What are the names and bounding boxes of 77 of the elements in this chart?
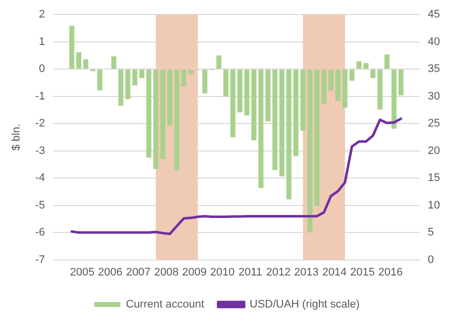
bar <box>139 70 144 78</box>
bar <box>146 70 152 158</box>
bar <box>181 70 186 87</box>
y2-tick-label: 40 <box>428 36 440 48</box>
bar <box>230 70 236 138</box>
bar <box>300 70 306 131</box>
bar <box>384 54 390 69</box>
x-tick-label: 2006 <box>98 266 123 278</box>
x-tick-label: 2010 <box>210 266 235 278</box>
x-tick-label: 2005 <box>70 266 95 278</box>
bar <box>265 70 270 122</box>
bar <box>286 70 292 200</box>
bar <box>349 70 354 81</box>
bar <box>97 70 102 90</box>
bar <box>314 70 320 206</box>
bar <box>223 70 228 96</box>
y2-tick-label: 35 <box>428 63 440 76</box>
bar <box>356 61 362 69</box>
y-tick-label: 1 <box>38 36 45 48</box>
bar <box>335 70 340 101</box>
y-tick-label: 2 <box>38 8 45 21</box>
y2-tick-label: 20 <box>428 144 440 157</box>
bar <box>237 70 242 112</box>
bar <box>321 70 326 104</box>
y-tick-label: -1 <box>35 90 45 102</box>
bar <box>111 56 116 69</box>
bar <box>391 70 396 129</box>
x-tick-label: 2009 <box>182 266 207 278</box>
bar <box>251 70 256 140</box>
x-tick-label: 2014 <box>322 266 347 278</box>
bar <box>83 59 88 69</box>
y-tick-label: -2 <box>35 118 45 130</box>
bar <box>377 70 382 110</box>
y2-tick-label: 15 <box>428 172 440 184</box>
bar <box>202 70 208 94</box>
bar <box>188 70 194 74</box>
y2-tick-label: 25 <box>428 118 440 130</box>
y-tick-label: -4 <box>35 172 45 184</box>
y2-tick-label: 5 <box>428 226 434 239</box>
bar <box>307 70 312 233</box>
x-tick-label: 2013 <box>294 266 319 278</box>
x-tick-label: 2015 <box>350 266 375 278</box>
x-tick-label: 2008 <box>154 266 179 278</box>
bar <box>258 70 264 188</box>
y-tick-label: -3 <box>35 144 45 157</box>
bar <box>342 70 348 108</box>
y-axis-title: $ bln. <box>10 124 23 151</box>
y-tick-label: -6 <box>35 226 45 239</box>
bar <box>125 70 130 100</box>
legend-label: Current account <box>126 298 204 311</box>
bar <box>293 70 298 156</box>
x-tick-label: 2016 <box>378 266 403 278</box>
bar <box>370 70 376 78</box>
y2-tick-label: 30 <box>428 90 440 102</box>
y2-tick-label: 45 <box>428 8 440 21</box>
bar <box>279 70 284 176</box>
y2-tick-label: 10 <box>428 199 440 212</box>
bar <box>272 70 278 170</box>
bar <box>244 70 250 116</box>
y-tick-label: -7 <box>35 254 45 266</box>
bar <box>167 70 172 126</box>
x-tick-label: 2012 <box>266 266 291 278</box>
bar <box>363 63 368 69</box>
bar <box>174 70 180 171</box>
y-tick-label: 0 <box>38 63 45 76</box>
bar <box>328 70 334 90</box>
legend-label: USD/UAH (right scale) <box>250 298 360 311</box>
bar <box>398 70 404 96</box>
y-tick-label: -5 <box>35 199 45 212</box>
bar <box>216 55 222 69</box>
bar <box>118 70 124 106</box>
bar <box>160 70 166 159</box>
y2-tick-label: 0 <box>428 254 434 266</box>
bar <box>132 70 138 86</box>
x-tick-label: 2011 <box>238 266 262 278</box>
x-tick-label: 2007 <box>126 266 151 278</box>
bar <box>153 70 158 170</box>
